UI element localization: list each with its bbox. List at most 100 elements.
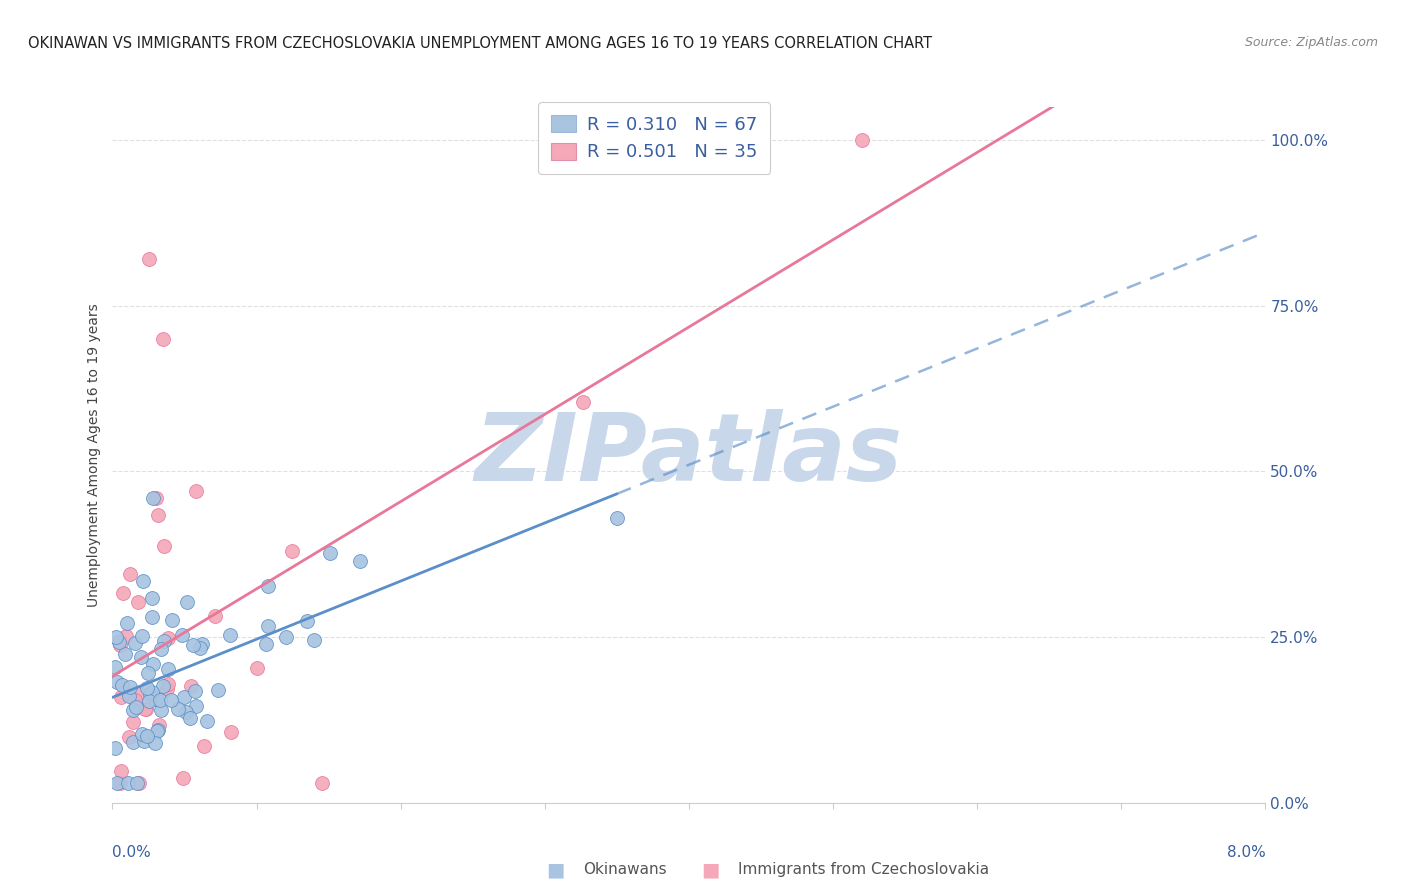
Point <box>219 628 242 642</box>
Point <box>174 705 197 719</box>
Point <box>188 641 211 656</box>
Point <box>197 714 219 729</box>
Point <box>311 776 333 790</box>
Point <box>108 638 131 652</box>
Point <box>153 539 176 553</box>
Point <box>152 332 174 346</box>
Point <box>149 703 172 717</box>
Point <box>157 677 180 691</box>
Point <box>136 666 159 681</box>
Point <box>114 648 136 662</box>
Point <box>146 508 169 522</box>
Text: OKINAWAN VS IMMIGRANTS FROM CZECHOSLOVAKIA UNEMPLOYMENT AMONG AGES 16 TO 19 YEAR: OKINAWAN VS IMMIGRANTS FROM CZECHOSLOVAK… <box>28 36 932 51</box>
Point <box>184 684 207 698</box>
Point <box>131 629 153 643</box>
Point <box>191 637 214 651</box>
Point <box>142 491 165 505</box>
Point <box>141 684 163 698</box>
Point <box>152 679 174 693</box>
Point <box>124 693 146 707</box>
Point <box>118 566 141 581</box>
Point <box>153 634 176 648</box>
Point <box>142 657 165 672</box>
Legend: R = 0.310   N = 67, R = 0.501   N = 35: R = 0.310 N = 67, R = 0.501 N = 35 <box>538 103 770 174</box>
Point <box>207 683 229 698</box>
Point <box>173 690 195 704</box>
Point <box>254 637 277 651</box>
Point <box>136 729 159 743</box>
Point <box>124 636 146 650</box>
Point <box>104 660 127 674</box>
Point <box>127 594 149 608</box>
Point <box>131 574 153 588</box>
Point <box>134 701 156 715</box>
Point <box>160 613 183 627</box>
Point <box>156 662 179 676</box>
Y-axis label: Unemployment Among Ages 16 to 19 years: Unemployment Among Ages 16 to 19 years <box>87 303 101 607</box>
Point <box>132 734 155 748</box>
Point <box>110 690 132 704</box>
Point <box>117 730 139 744</box>
Point <box>157 631 180 645</box>
Point <box>146 723 169 737</box>
Point <box>141 610 163 624</box>
Point <box>257 579 280 593</box>
Point <box>105 630 128 644</box>
Point <box>572 395 595 409</box>
Point <box>128 686 150 700</box>
Point <box>143 736 166 750</box>
Point <box>122 703 145 717</box>
Point <box>184 698 207 713</box>
Text: Immigrants from Czechoslovakia: Immigrants from Czechoslovakia <box>738 863 990 877</box>
Text: 0.0%: 0.0% <box>112 845 152 860</box>
Point <box>172 771 194 785</box>
Point <box>145 491 167 505</box>
Point <box>138 252 160 267</box>
Point <box>274 630 297 644</box>
Text: ■: ■ <box>700 860 720 880</box>
Point <box>204 608 226 623</box>
Point <box>179 710 201 724</box>
Point <box>129 650 152 665</box>
Point <box>108 776 131 790</box>
Point <box>105 674 128 689</box>
Point <box>110 764 132 779</box>
Point <box>304 632 326 647</box>
Point <box>122 715 145 730</box>
Point <box>105 776 128 790</box>
Point <box>125 700 148 714</box>
Point <box>104 740 127 755</box>
Point <box>148 717 170 731</box>
Point <box>295 615 318 629</box>
Point <box>149 692 172 706</box>
Point <box>117 615 139 630</box>
Point <box>184 484 207 499</box>
Text: ZIPatlas: ZIPatlas <box>475 409 903 501</box>
Point <box>141 591 163 606</box>
Text: ■: ■ <box>546 860 565 880</box>
Point <box>118 680 141 694</box>
Point <box>121 734 143 748</box>
Point <box>180 679 202 693</box>
Text: 8.0%: 8.0% <box>1226 845 1265 860</box>
Point <box>281 543 304 558</box>
Point <box>246 661 269 675</box>
Point <box>128 776 150 790</box>
Point <box>107 634 129 648</box>
Point <box>114 629 136 643</box>
Point <box>146 724 169 739</box>
Point <box>176 595 198 609</box>
Point <box>851 133 873 147</box>
Point <box>135 701 157 715</box>
Point <box>181 638 204 652</box>
Point <box>219 725 242 739</box>
Point <box>145 692 167 706</box>
Point <box>257 619 280 633</box>
Point <box>166 702 188 716</box>
Point <box>159 693 181 707</box>
Point <box>319 546 342 560</box>
Point <box>136 681 159 696</box>
Point <box>149 641 172 656</box>
Point <box>112 586 135 600</box>
Point <box>117 776 139 790</box>
